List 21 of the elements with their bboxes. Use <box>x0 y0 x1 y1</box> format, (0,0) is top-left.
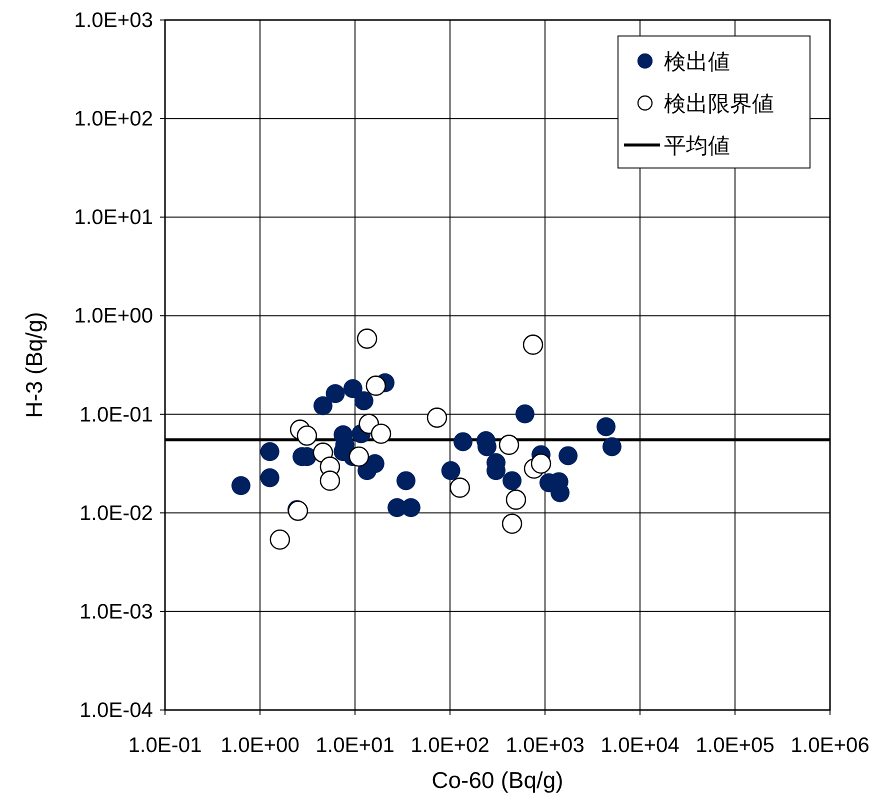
x-tick-label: 1.0E+02 <box>410 734 490 757</box>
y-tick-label: 1.0E+00 <box>74 304 153 328</box>
y-axis-title: H-3 (Bq/g) <box>21 312 47 418</box>
x-tick-label: 1.0E+06 <box>790 734 870 757</box>
y-tick-label: 1.0E+02 <box>74 108 153 131</box>
x-tick-label: 1.0E-01 <box>128 734 202 757</box>
legend-label: 検出限界値 <box>664 91 774 116</box>
x-tick-label: 1.0E+01 <box>316 734 394 757</box>
x-tick-label: 1.0E+04 <box>600 734 680 757</box>
x-tick-label: 1.0E+05 <box>696 734 774 757</box>
y-tick-label: 1.0E-02 <box>79 502 153 525</box>
y-tick-label: 1.0E-04 <box>79 699 154 722</box>
x-tick-label: 1.0E+03 <box>506 734 584 757</box>
y-tick-label: 1.0E-01 <box>79 403 153 426</box>
x-axis-title: Co-60 (Bq/g) <box>432 767 564 793</box>
y-tick-label: 1.0E+03 <box>74 9 153 32</box>
legend-label: 検出値 <box>664 49 730 74</box>
legend-label: 平均値 <box>664 133 730 158</box>
x-tick-label: 1.0E+00 <box>220 734 300 757</box>
y-tick-label: 1.0E+01 <box>74 206 153 230</box>
y-tick-label: 1.0E-03 <box>79 600 153 624</box>
